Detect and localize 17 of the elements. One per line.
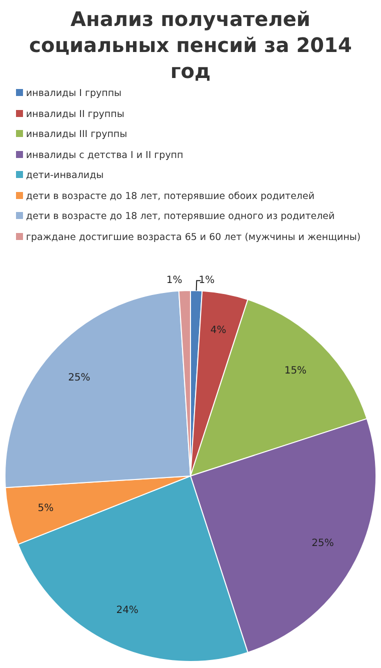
legend-label: инвалиды с детства I и II групп — [25, 150, 184, 162]
data-label: 25% — [68, 372, 90, 384]
legend-label: дети в возрасте до 18 лет, потерявшие обоих родителей — [25, 190, 316, 204]
legend-label: граждане достигшие возраста 65 и 60 лет (мужчины и женщины) — [25, 232, 361, 244]
legend-label: дети в возрасте до 18 лет, потерявшие одного из родителей — [25, 211, 336, 224]
legend-label: дети-инвалиды — [25, 170, 105, 183]
chart-title: Анализ получателей социальных пенсий за 2014 год — [28, 6, 353, 84]
data-label: 1% — [198, 275, 215, 286]
data-label: 24% — [116, 604, 138, 616]
data-label: 5% — [38, 502, 54, 514]
legend-label: инвалиды I группы — [25, 88, 123, 101]
legend-label: инвалиды II группы — [25, 108, 126, 122]
data-label: 15% — [284, 366, 307, 377]
data-label: 25% — [312, 538, 334, 549]
data-label: 4% — [210, 324, 226, 336]
data-label: 1% — [166, 275, 182, 286]
legend-label: инвалиды III группы — [25, 129, 128, 142]
